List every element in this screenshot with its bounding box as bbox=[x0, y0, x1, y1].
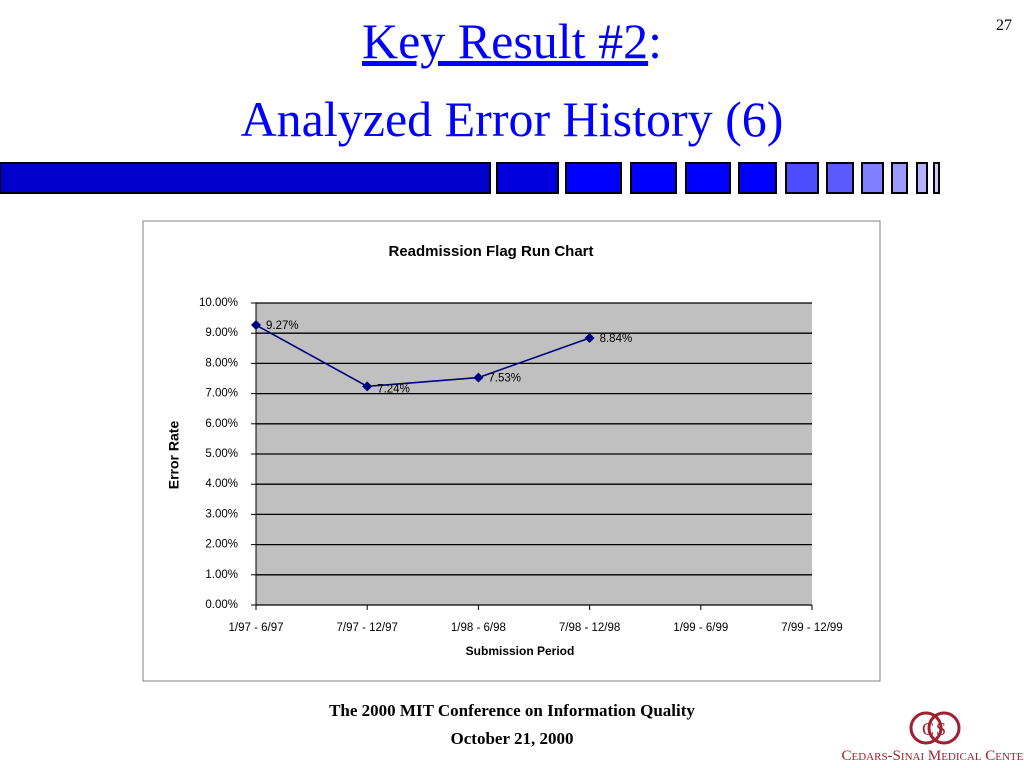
y-tick-label: 9.00% bbox=[205, 327, 238, 339]
data-point bbox=[473, 372, 484, 383]
series-line bbox=[255, 324, 590, 388]
logo-ring bbox=[909, 711, 943, 745]
logo-ring bbox=[927, 711, 961, 745]
y-tick-label: 5.00% bbox=[205, 448, 238, 460]
data-point bbox=[584, 333, 595, 344]
x-tick-label: 7/98 - 12/98 bbox=[559, 622, 620, 634]
footer-line: October 21, 2000 bbox=[451, 729, 574, 748]
data-point bbox=[362, 381, 373, 392]
footer-line: The 2000 MIT Conference on Information Q… bbox=[329, 701, 695, 720]
y-tick-label: 10.00% bbox=[199, 297, 238, 309]
y-tick-label: 2.00% bbox=[205, 539, 238, 551]
y-tick-label: 8.00% bbox=[205, 357, 238, 369]
slide-title: Key Result #2: bbox=[362, 13, 662, 69]
title-link[interactable]: Key Result #2 bbox=[362, 13, 648, 69]
logo-mark: CS bbox=[922, 719, 948, 739]
x-tick-label: 7/97 - 12/97 bbox=[337, 622, 398, 634]
y-tick-label: 6.00% bbox=[205, 418, 238, 430]
y-tick-label: 0.00% bbox=[205, 599, 238, 611]
page-number: 27 bbox=[996, 17, 1012, 34]
logo: CS Cedars-Sinai Medical Center. bbox=[842, 711, 1024, 764]
data-label: 7.53% bbox=[488, 373, 521, 385]
data-label: 8.84% bbox=[600, 333, 633, 345]
y-tick-label: 3.00% bbox=[205, 508, 238, 520]
data-label: 7.24% bbox=[377, 383, 410, 395]
x-axis-label: Submission Period bbox=[466, 644, 575, 658]
y-tick-label: 7.00% bbox=[205, 388, 238, 400]
x-tick-label: 7/99 - 12/99 bbox=[781, 622, 842, 634]
y-tick-label: 1.00% bbox=[205, 569, 238, 581]
decor-bar bbox=[0, 162, 940, 194]
x-tick-label: 1/98 - 6/98 bbox=[451, 622, 506, 634]
title-suffix: : bbox=[648, 13, 662, 69]
data-point bbox=[251, 320, 261, 331]
y-axis-label: Error Rate bbox=[166, 421, 182, 490]
y-tick-label: 4.00% bbox=[205, 478, 238, 490]
chart-title: Readmission Flag Run Chart bbox=[388, 243, 593, 260]
slide-subtitle: Analyzed Error History (6) bbox=[241, 91, 784, 147]
x-tick-label: 1/97 - 6/97 bbox=[229, 622, 284, 634]
data-label: 9.27% bbox=[266, 320, 299, 332]
logo-text: Cedars-Sinai Medical Center. bbox=[842, 748, 1024, 764]
x-tick-label: 1/99 - 6/99 bbox=[673, 622, 728, 634]
